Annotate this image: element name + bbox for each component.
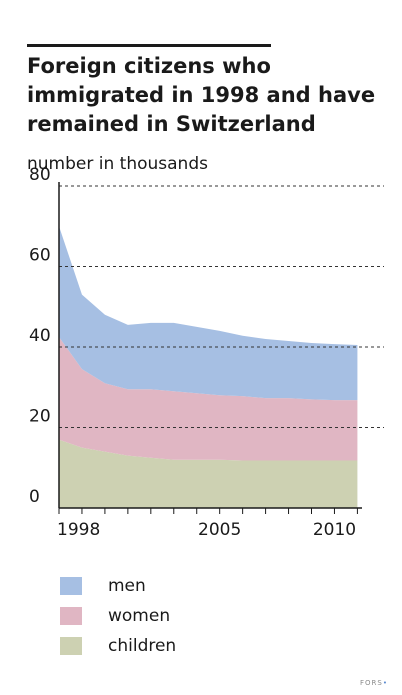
y-tick-label-0: 0 xyxy=(29,487,40,507)
area-chart: 0 20 40 60 80 1998 2005 2010 xyxy=(29,165,384,540)
logo-text: FORS xyxy=(360,679,383,687)
y-tick-label-60: 60 xyxy=(29,246,51,266)
legend-label-men: men xyxy=(108,576,146,596)
y-tick-label-40: 40 xyxy=(29,326,51,346)
axes: 0 20 40 60 80 1998 2005 2010 xyxy=(29,165,362,540)
unit-label: number in thousands xyxy=(27,154,208,174)
legend-label-women: women xyxy=(108,606,171,626)
x-tick-label-2005: 2005 xyxy=(198,520,241,540)
y-tick-label-20: 20 xyxy=(29,407,51,427)
title-rule xyxy=(27,44,271,47)
legend-item-women: women xyxy=(60,601,176,631)
y-tick-label-80: 80 xyxy=(29,165,51,185)
area-men xyxy=(59,226,358,401)
legend-item-men: men xyxy=(60,571,176,601)
gridlines xyxy=(59,185,384,428)
legend-swatch-children xyxy=(60,637,82,655)
area-women xyxy=(59,336,358,461)
legend: men women children xyxy=(60,571,176,661)
fors-logo: FORS• xyxy=(360,679,388,687)
legend-label-children: children xyxy=(108,636,177,656)
legend-swatch-women xyxy=(60,607,82,625)
logo-mark: • xyxy=(382,679,388,687)
legend-swatch-men xyxy=(60,577,82,595)
x-tick-label-1998: 1998 xyxy=(57,520,100,540)
area-children xyxy=(59,439,358,508)
x-tick-label-2010: 2010 xyxy=(313,520,356,540)
legend-item-children: children xyxy=(60,631,176,661)
stacked-areas xyxy=(59,226,358,508)
chart-title: Foreign citizens who immigrated in 1998 … xyxy=(27,54,376,136)
